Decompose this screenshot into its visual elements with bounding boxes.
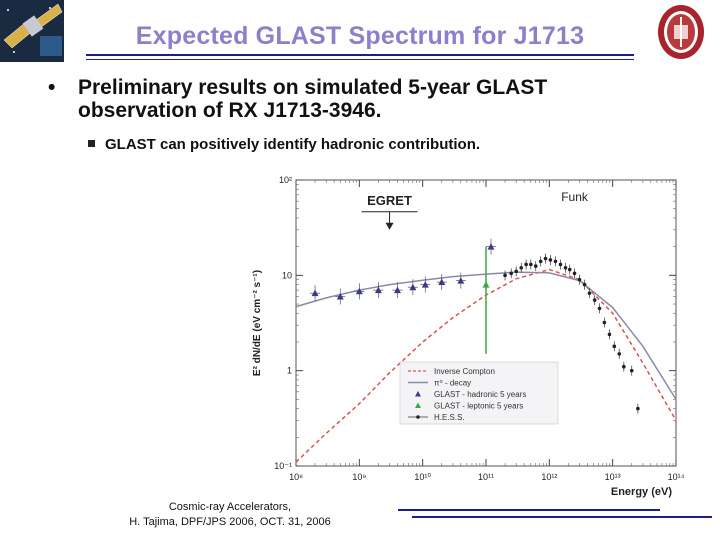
footer-line-1: Cosmic-ray Accelerators, xyxy=(168,501,292,513)
x-axis-label: Energy (eV) xyxy=(611,486,672,498)
legend-entry-label: GLAST - leptonic 5 years xyxy=(434,402,523,411)
glast-hadronic-point xyxy=(421,281,429,288)
hess-point xyxy=(572,271,577,276)
glast-hadronic-point xyxy=(457,277,465,284)
hess-point xyxy=(622,364,626,369)
hess-point xyxy=(533,264,538,268)
hess-point xyxy=(582,282,587,287)
bullet-marker: • xyxy=(48,76,56,99)
hess-point xyxy=(592,298,597,302)
y-tick-label: 10⁻¹ xyxy=(274,461,292,471)
glast-hadronic-point xyxy=(311,289,319,297)
hess-point xyxy=(587,291,592,295)
y-axis-label: E² dN/dE (eV cm⁻² s⁻¹) xyxy=(252,270,263,376)
bottom-rule xyxy=(398,509,660,511)
hess-point xyxy=(597,306,602,311)
university-seal-icon xyxy=(658,5,704,59)
satellite-icon xyxy=(0,0,64,62)
title-underline-thin xyxy=(86,59,634,60)
hess-point xyxy=(553,259,558,264)
legend-entry-label: GLAST - hadronic 5 years xyxy=(434,390,526,399)
spectrum-chart: 10⁸ 10⁹ 10¹⁰ 10¹¹ 10¹² 10¹³ 10¹⁴ 10² 10 1 10⁻¹ Ener… xyxy=(240,172,685,507)
x-tick-label: 10⁸ xyxy=(289,472,303,482)
funk-label: Funk xyxy=(561,190,589,204)
x-tick-label: 10¹⁰ xyxy=(414,472,431,482)
bullet-text: Preliminary results on simulated 5-year … xyxy=(78,76,548,122)
sub-bullet-point: GLAST can positively identify hadronic c… xyxy=(88,136,480,153)
hess-point xyxy=(617,352,622,356)
hess-point xyxy=(558,262,563,267)
glast-hadronic-point xyxy=(336,292,344,300)
legend-swatch-hadronic xyxy=(415,391,421,397)
hess-point xyxy=(629,368,634,373)
glast-hadronic-point xyxy=(409,283,417,291)
hess-point xyxy=(519,265,524,270)
glast-hadronic-point xyxy=(487,243,495,250)
legend-entry-label: Inverse Compton xyxy=(434,367,495,376)
hess-point xyxy=(514,269,519,274)
legend-box xyxy=(399,361,559,425)
university-seal xyxy=(656,3,706,61)
hess-point xyxy=(548,258,553,262)
legend-swatch-leptonic xyxy=(415,402,421,408)
glast-hadronic-point xyxy=(393,286,401,294)
glast-hadronic-point xyxy=(438,278,446,286)
legend-entry-label: H.E.S.S. xyxy=(434,413,465,422)
glast-hadronic-point xyxy=(355,287,363,295)
hess-point xyxy=(577,277,582,282)
hess-point xyxy=(563,265,568,270)
hess-point xyxy=(529,262,533,267)
footer-citation: Cosmic-ray Accelerators, H. Tajima, DPF/… xyxy=(110,500,350,530)
egret-label: EGRET xyxy=(367,193,412,208)
x-tick-label: 10⁹ xyxy=(352,472,366,482)
square-bullet-icon xyxy=(88,140,95,147)
slide-title: Expected GLAST Spectrum for J1713 xyxy=(135,22,585,50)
x-tick-label: 10¹¹ xyxy=(478,472,494,482)
hess-point xyxy=(543,256,548,261)
y-tick-label: 1 xyxy=(287,366,292,376)
satellite-logo xyxy=(0,0,64,62)
y-tick-label: 10² xyxy=(279,175,292,185)
legend-swatch-hess xyxy=(416,415,420,419)
x-tick-label: 10¹⁴ xyxy=(668,472,685,482)
footer-line-2: H. Tajima, DPF/JPS 2006, OCT. 31, 2006 xyxy=(129,516,331,528)
egret-arrow-head xyxy=(385,222,394,230)
hess-point xyxy=(509,271,514,276)
sub-bullet-text: GLAST can positively identify hadronic c… xyxy=(105,136,481,153)
glast-leptonic-point xyxy=(482,281,490,288)
hess-point xyxy=(524,262,528,267)
x-tick-label: 10¹³ xyxy=(605,472,621,482)
hess-point xyxy=(567,267,572,272)
hess-point xyxy=(607,332,612,337)
hess-point xyxy=(636,406,640,411)
hess-point xyxy=(503,273,507,278)
glast-hadronic-point xyxy=(374,286,382,294)
hess-point xyxy=(538,259,543,264)
spectrum-chart-svg: 10⁸ 10⁹ 10¹⁰ 10¹¹ 10¹² 10¹³ 10¹⁴ 10² 10 1 10⁻¹ Ener… xyxy=(252,175,685,498)
x-tick-label: 10¹² xyxy=(541,472,557,482)
hess-point xyxy=(612,344,617,349)
bottom-rule-lower xyxy=(412,516,712,518)
y-tick-label: 10 xyxy=(282,270,292,280)
legend-entry-label: π⁰ - decay xyxy=(434,379,471,388)
title-underline xyxy=(86,54,634,56)
hess-point xyxy=(602,320,607,325)
